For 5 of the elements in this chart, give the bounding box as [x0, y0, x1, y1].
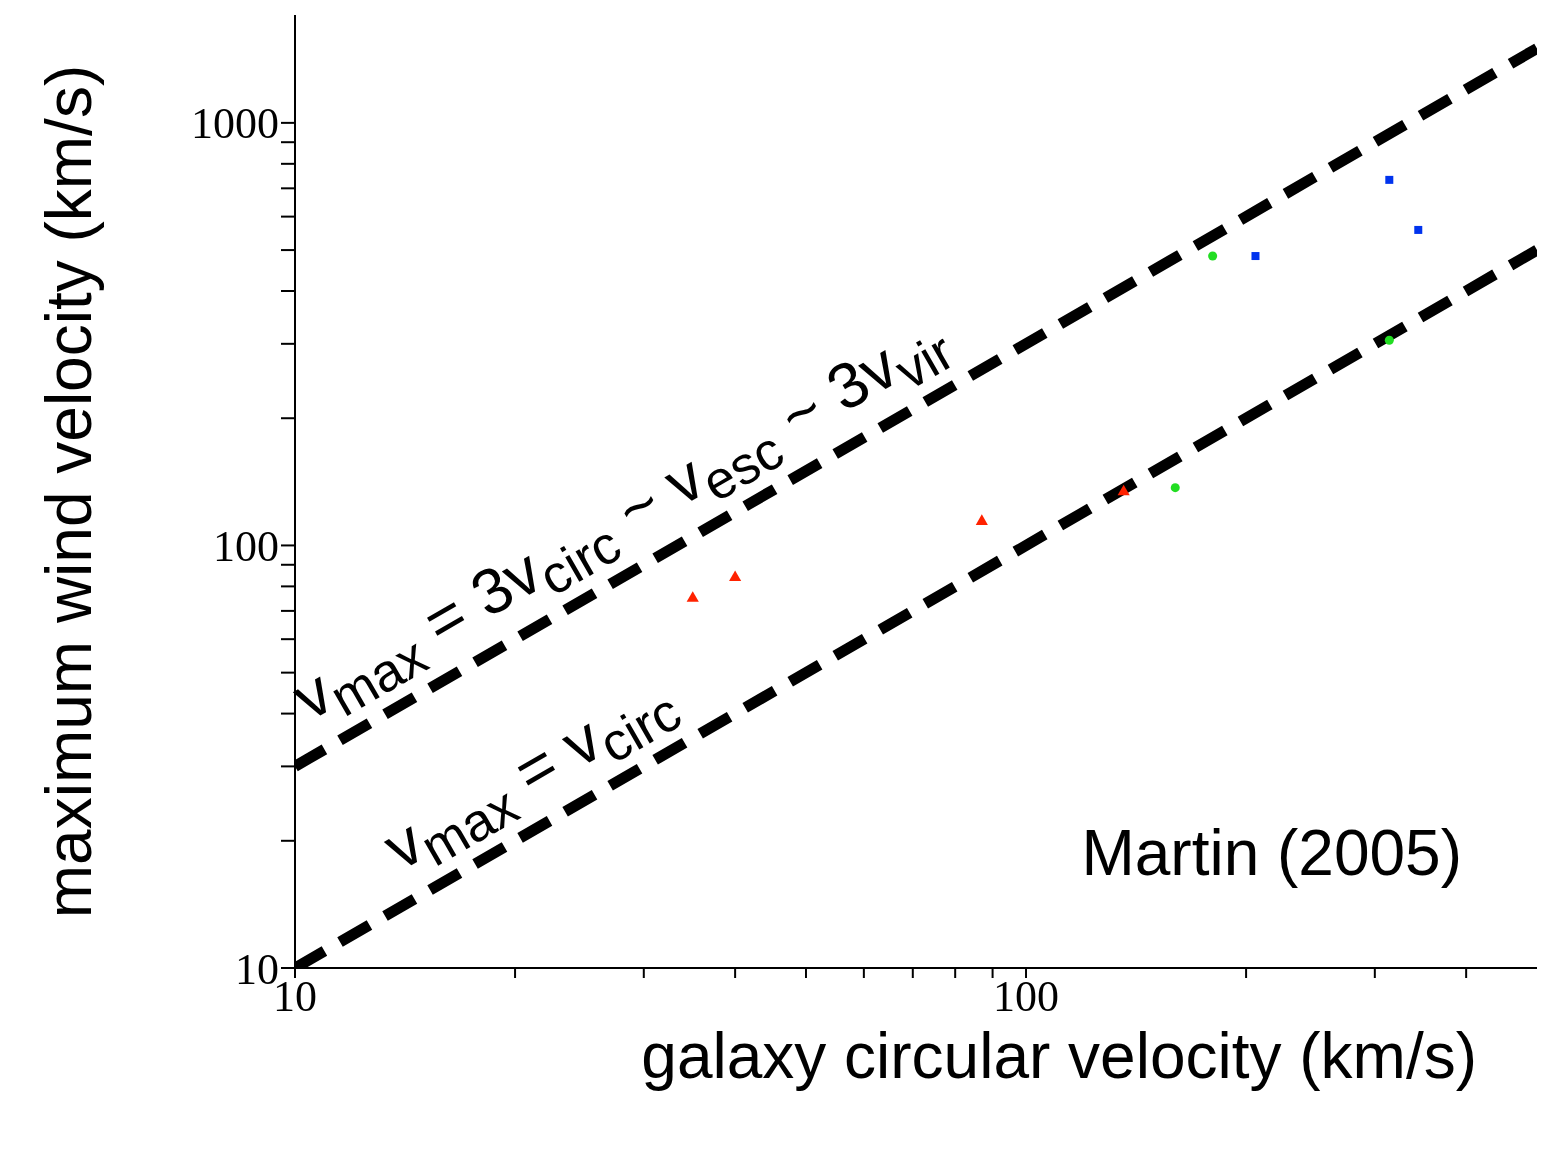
y-axis-title: maximum wind velocity (km/s): [32, 64, 105, 919]
y-tick-label: 100: [213, 522, 279, 572]
y-tick-label: 1000: [191, 99, 279, 149]
x-axis-title: galaxy circular velocity (km/s): [641, 1020, 1477, 1092]
annotation: Martin (2005): [1081, 816, 1462, 890]
